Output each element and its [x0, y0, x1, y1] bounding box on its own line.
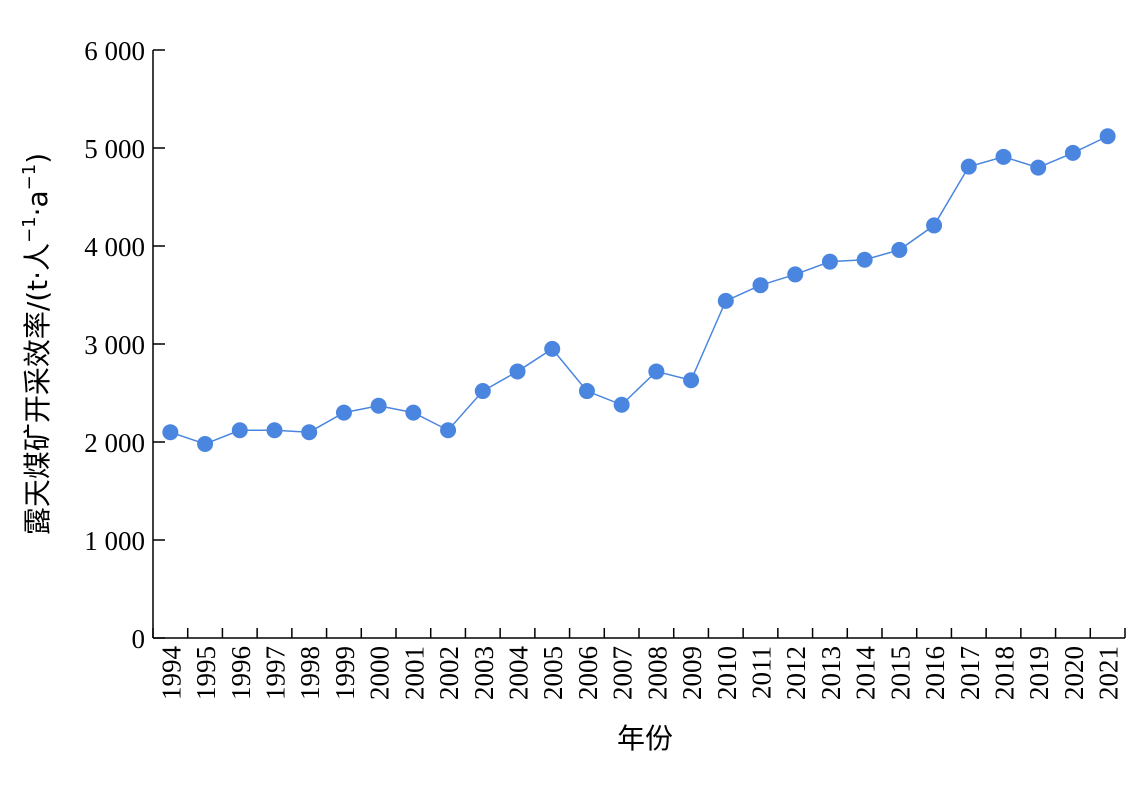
y-axis-title-end: )	[21, 153, 54, 164]
x-tick-label: 2021	[1094, 646, 1124, 700]
y-tick-label: 5 000	[84, 134, 145, 164]
y-axis-title-sup1: −1	[19, 216, 40, 243]
data-point	[544, 340, 561, 357]
x-tick-label: 2008	[642, 646, 672, 700]
x-tick-label: 1994	[156, 646, 186, 701]
data-point	[509, 363, 526, 380]
x-tick-label: 2018	[990, 646, 1020, 700]
x-tick-label: 2006	[573, 646, 603, 700]
x-tick-label: 2017	[955, 646, 985, 700]
x-tick-label: 2007	[608, 646, 638, 700]
x-tick-label: 2009	[677, 646, 707, 700]
x-tick-label: 2005	[538, 646, 568, 700]
x-tick-label: 2013	[816, 646, 846, 700]
data-point	[717, 292, 734, 309]
data-point	[995, 148, 1012, 165]
x-tick-label: 2000	[365, 646, 395, 700]
y-axis-title-mid: ·a	[21, 190, 54, 216]
x-tick-label: 2016	[920, 646, 950, 700]
data-point	[1099, 128, 1116, 145]
x-tick-label: 2014	[851, 646, 881, 701]
data-point	[197, 435, 214, 452]
x-tick-label: 2015	[885, 646, 915, 700]
data-point	[683, 372, 700, 389]
x-tick-label: 2020	[1059, 646, 1089, 700]
data-point	[926, 217, 943, 234]
data-point	[1064, 144, 1081, 161]
y-axis-title-main: 露天煤矿开采效率/(t·人	[21, 243, 54, 535]
x-tick-label: 2012	[781, 646, 811, 700]
data-point	[856, 251, 873, 268]
y-tick-label: 6 000	[84, 36, 145, 66]
x-tick-label: 2010	[712, 646, 742, 700]
y-tick-label: 4 000	[84, 232, 145, 262]
data-point	[335, 404, 352, 421]
x-tick-label: 2019	[1024, 646, 1054, 700]
data-point	[301, 424, 318, 441]
data-point	[752, 277, 769, 294]
y-tick-label: 0	[132, 624, 146, 654]
y-tick-label: 1 000	[84, 526, 145, 556]
data-point	[1030, 159, 1047, 176]
x-axis-title: 年份	[617, 722, 673, 755]
data-point	[578, 383, 595, 400]
data-point	[370, 397, 387, 414]
x-tick-label: 1996	[226, 646, 256, 700]
data-point	[613, 396, 630, 413]
data-point	[162, 424, 179, 441]
data-point	[821, 253, 838, 270]
data-point	[231, 422, 248, 439]
series-group	[162, 128, 1116, 452]
data-point	[440, 422, 457, 439]
data-point	[474, 383, 491, 400]
y-axis-title-sup2: −1	[19, 164, 40, 191]
data-point	[648, 363, 665, 380]
data-point	[891, 241, 908, 258]
data-point	[787, 266, 804, 283]
x-tick-label: 2004	[504, 646, 534, 701]
data-point	[405, 404, 422, 421]
x-tick-label: 1997	[261, 646, 291, 700]
y-axis-title: 露天煤矿开采效率/(t·人−1·a−1)	[19, 153, 54, 535]
data-point	[266, 422, 283, 439]
axes	[152, 50, 1125, 639]
x-tick-label: 1998	[295, 646, 325, 700]
x-tick-label: 1999	[330, 646, 360, 700]
series-line	[170, 135, 1108, 445]
x-tick-label: 2001	[399, 646, 429, 700]
x-tick-label: 1995	[191, 646, 221, 700]
x-tick-label: 2002	[434, 646, 464, 700]
y-ticks: 0 1 000 2 000 3 000 4 000 5 000 6 000	[84, 36, 165, 654]
x-ticks: 1994 1995 1996 1997 1998 1999 2000 2001 2002 2003…	[152, 628, 1126, 701]
y-tick-label: 3 000	[84, 330, 145, 360]
y-tick-label: 2 000	[84, 428, 145, 458]
data-point	[960, 158, 977, 175]
x-tick-label: 2011	[747, 646, 777, 699]
x-tick-label: 2003	[469, 646, 499, 700]
